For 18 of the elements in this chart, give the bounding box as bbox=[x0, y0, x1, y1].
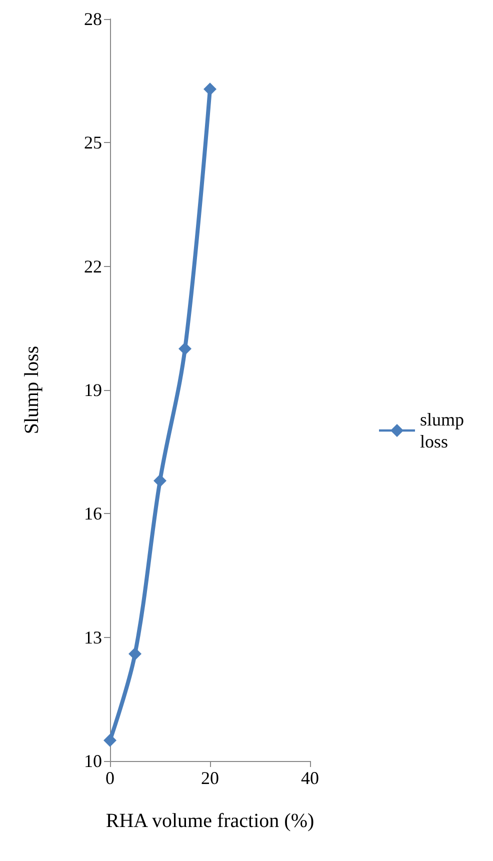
y-tick-label: 19 bbox=[84, 380, 102, 400]
y-tick-label: 28 bbox=[84, 9, 102, 29]
legend-label: slump loss bbox=[420, 410, 469, 452]
y-tick-label: 22 bbox=[84, 256, 102, 276]
y-tick-label: 13 bbox=[84, 627, 102, 648]
point bbox=[204, 82, 216, 96]
point bbox=[178, 342, 192, 356]
x-tick-label: 40 bbox=[301, 768, 319, 788]
x-tick-label: 20 bbox=[201, 768, 219, 788]
point bbox=[128, 647, 142, 660]
x-axis-title: RHA volume fraction (%) bbox=[106, 810, 314, 832]
y-tick-label: 16 bbox=[84, 504, 102, 524]
x-tick-label: 0 bbox=[106, 768, 114, 788]
point bbox=[104, 734, 116, 747]
y-tick-label: 25 bbox=[84, 132, 102, 153]
y-tick-label: 10 bbox=[84, 751, 102, 771]
y-axis-title: Slump loss bbox=[21, 346, 43, 434]
point bbox=[154, 474, 166, 488]
